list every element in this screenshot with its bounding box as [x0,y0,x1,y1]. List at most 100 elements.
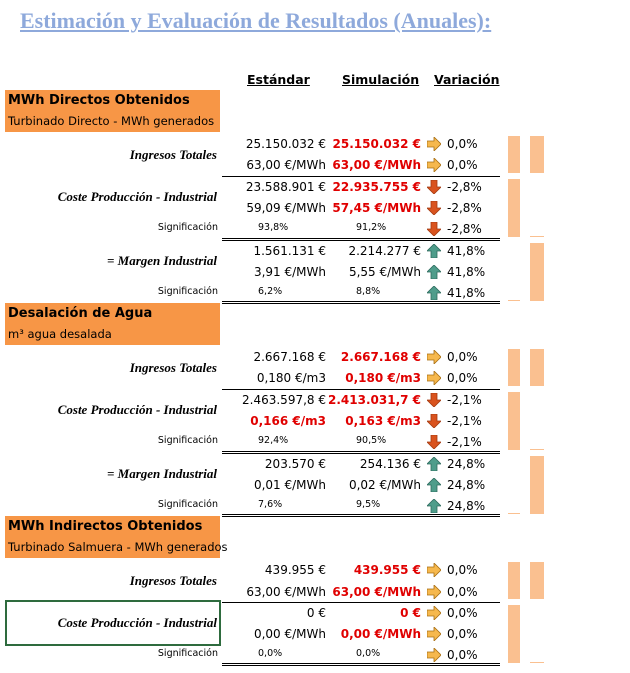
trend-arrow [427,584,441,599]
column-header: Estándar [247,72,310,87]
page-title: Estimación y Evaluación de Resultados (A… [20,8,492,33]
simulation-value: 439.955 € [353,563,421,578]
standard-value: 63,00 €/MWh [246,158,326,173]
trend-arrow [427,350,441,365]
section-subtitle: m³ agua desalada [8,327,112,342]
significance-simulation: 90,5% [356,435,387,447]
group-label: Ingresos Totales [129,572,217,588]
mini-bar [508,136,520,174]
significance-standard: 0,0% [258,648,283,660]
standard-value: 1.561.131 € [253,243,326,258]
simulation-value: 0,180 €/m3 [345,371,421,386]
border-line [222,301,500,303]
simulation-value: 2.413.031,7 € [328,392,421,407]
simulation-value: 0,163 €/m3 [345,414,421,428]
border-line [222,239,500,241]
section-subtitle: Turbinado Salmuera - MWh generados [8,540,228,555]
section-header [5,516,220,559]
mini-bar [508,349,520,387]
significance-simulation: 9,5% [356,499,381,511]
simulation-value: 57,45 €/MWh [332,200,421,215]
border-line [222,237,500,239]
standard-value: 0 € [306,605,326,620]
trend-arrow [427,456,441,471]
significance-label: Significación [157,435,218,447]
variation-value: -2,1% [447,435,482,450]
group-label: Ingresos Totales [129,359,217,375]
mini-bar [508,562,520,600]
trend-arrow [427,648,441,663]
variation-value: 0,0% [447,584,478,599]
variation-value: 24,8% [447,456,486,471]
border-line [222,663,500,665]
variation-value: 41,8% [447,286,486,301]
standard-value: 0,01 €/MWh [253,477,326,492]
mini-bar [530,449,544,451]
variation-value: 0,0% [447,137,478,151]
trend-arrow [427,477,441,492]
variation-value: 0,0% [447,648,478,663]
trend-arrow [427,243,441,258]
simulation-value: 0,00 €/MWh [340,627,421,642]
trend-arrow [427,371,441,386]
trend-arrow [427,264,441,279]
variation-value: 41,8% [447,243,486,258]
simulation-value: 25.150.032 € [332,137,421,151]
border-line [222,450,500,452]
significance-standard: 6,2% [258,286,283,298]
variation-value: -2,1% [447,414,482,428]
mini-bar [530,562,544,600]
section-header [5,90,220,132]
standard-value: 0,166 €/m3 [250,414,326,428]
simulation-value: 63,00 €/MWh [332,158,421,173]
simulation-value: 2.214.277 € [348,243,421,258]
group-label: = Margen Industrial [107,466,217,482]
selected-cell [5,600,221,646]
trend-arrow [427,137,441,151]
mini-bar [508,513,520,515]
standard-value: 0,00 €/MWh [253,627,326,642]
variation-value: 0,0% [447,371,478,386]
standard-value: 59,09 €/MWh [246,200,326,215]
standard-value: 3,91 €/MWh [253,264,326,279]
mini-bar [530,242,544,302]
significance-simulation: 8,8% [356,286,381,298]
variation-value: -2,1% [447,392,482,407]
mini-bar [530,455,544,515]
variation-value: -2,8% [447,179,482,194]
border-line [222,601,500,603]
border-line [222,514,500,516]
group-label: Ingresos Totales [129,146,217,162]
standard-value: 2.667.168 € [253,350,326,365]
border-line [222,388,500,390]
standard-value: 2.463.597,8 € [242,392,326,407]
group-label: Coste Producción - Industrial [57,189,217,205]
simulation-value: 63,00 €/MWh [332,584,421,599]
simulation-value: 0,02 €/MWh [348,477,421,492]
standard-value: 23.588.901 € [245,179,326,194]
significance-label: Significación [157,499,218,511]
standard-value: 25.150.032 € [245,137,326,151]
group-label: Coste Producción - Industrial [57,402,217,418]
simulation-value: 254.136 € [359,456,421,471]
trend-arrow [427,605,441,620]
mini-bar [508,178,520,238]
significance-simulation: 0,0% [356,648,381,660]
group-label: = Margen Industrial [107,253,217,269]
significance-label: Significación [157,222,218,234]
simulation-value: 2.667.168 € [340,350,421,365]
mini-bar [530,136,544,174]
trend-arrow [427,158,441,173]
standard-value: 203.570 € [264,456,326,471]
border-line [222,175,500,177]
variation-value: 0,0% [447,627,478,642]
significance-label: Significación [157,648,218,660]
mini-bar [530,349,544,387]
variation-value: 0,0% [447,158,478,173]
variation-value: -2,8% [447,200,482,215]
standard-value: 63,00 €/MWh [246,584,326,599]
trend-arrow [427,499,441,514]
mini-bar [530,662,544,664]
mini-bar [508,391,520,451]
